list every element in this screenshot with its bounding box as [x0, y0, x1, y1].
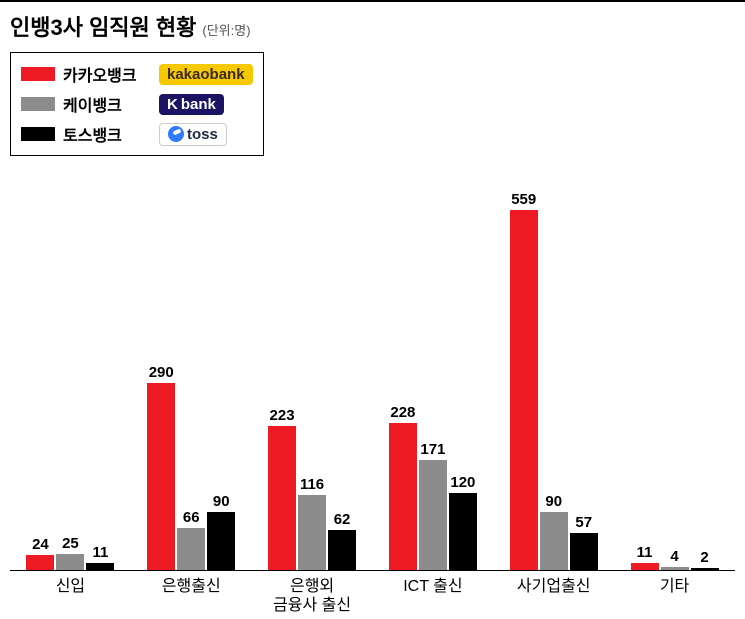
- bar: [661, 567, 689, 570]
- bar-value-label: 25: [62, 535, 79, 552]
- bar-value-label: 228: [390, 404, 415, 421]
- legend-row: 토스뱅크 toss: [21, 119, 253, 149]
- legend-label: 토스뱅크: [63, 122, 151, 146]
- bar-value-label: 11: [92, 544, 108, 561]
- bar-wrap: 116: [298, 476, 326, 570]
- x-axis-labels: 신입은행출신은행외 금융사 출신ICT 출신사기업출신기타: [10, 573, 735, 619]
- legend-row: 케이뱅크 Kbank: [21, 89, 253, 119]
- bar-value-label: 116: [300, 476, 324, 493]
- bar-wrap: 559: [510, 191, 538, 570]
- bar-group: 228 171 120: [372, 404, 493, 570]
- legend-row: 카카오뱅크 kakaobank: [21, 59, 253, 89]
- bar-wrap: 290: [147, 364, 175, 570]
- x-axis-label: 은행출신: [131, 573, 252, 619]
- legend-swatch: [21, 97, 55, 111]
- legend-swatch: [21, 127, 55, 141]
- bar-value-label: 11: [637, 544, 653, 561]
- bar: [298, 495, 326, 570]
- chart-title: 인뱅3사 임직원 현황: [10, 10, 196, 42]
- bar-wrap: 11: [631, 544, 659, 570]
- bar-wrap: 228: [389, 404, 417, 570]
- bar-wrap: 57: [570, 514, 598, 570]
- bar: [419, 460, 447, 570]
- legend-swatch: [21, 67, 55, 81]
- bar: [177, 528, 205, 571]
- bar-wrap: 24: [26, 536, 54, 570]
- bar-wrap: 4: [661, 548, 689, 570]
- bar-value-label: 559: [511, 191, 536, 208]
- chart-unit: (단위:명): [202, 20, 250, 39]
- bar-group: 559 90 57: [493, 191, 614, 570]
- bar-value-label: 24: [32, 536, 49, 553]
- bar: [570, 533, 598, 570]
- bar-wrap: 11: [86, 544, 114, 570]
- x-axis-label: 기타: [614, 573, 735, 619]
- legend-logo-badge: toss: [159, 123, 227, 146]
- bar-value-label: 2: [700, 549, 708, 566]
- bar: [147, 383, 175, 570]
- bar-wrap: 90: [540, 493, 568, 570]
- bar-value-label: 90: [545, 493, 562, 510]
- x-axis-label: ICT 출신: [372, 573, 493, 619]
- legend: 카카오뱅크 kakaobank 케이뱅크 Kbank 토스뱅크 toss: [10, 52, 264, 156]
- title-row: 인뱅3사 임직원 현황 (단위:명): [0, 2, 745, 48]
- bar-value-label: 4: [670, 548, 678, 565]
- bar-wrap: 223: [268, 407, 296, 570]
- bar-value-label: 66: [183, 509, 200, 526]
- bar: [268, 426, 296, 570]
- bar-wrap: 90: [207, 493, 235, 570]
- bar-value-label: 171: [420, 441, 445, 458]
- bar: [207, 512, 235, 570]
- x-axis-label: 신입: [10, 573, 131, 619]
- bar-group: 223 116 62: [252, 407, 373, 570]
- bar-wrap: 120: [449, 474, 477, 570]
- bar: [26, 555, 54, 570]
- bar-groups: 24 25 11 290 66 90 223 116 62 228 171 120 559 90 57 11 4…: [10, 182, 735, 570]
- bar: [86, 563, 114, 570]
- bar: [691, 568, 719, 570]
- legend-logo-badge: kakaobank: [159, 64, 253, 85]
- bar-wrap: 171: [419, 441, 447, 570]
- chart-plot-area: 24 25 11 290 66 90 223 116 62 228 171 120 559 90 57 11 4…: [10, 182, 735, 571]
- legend-label: 카카오뱅크: [63, 62, 151, 86]
- bar: [449, 493, 477, 570]
- bar-group: 24 25 11: [10, 535, 131, 570]
- bar: [510, 210, 538, 570]
- bar-wrap: 25: [56, 535, 84, 570]
- bar: [389, 423, 417, 570]
- bar: [540, 512, 568, 570]
- bar-value-label: 57: [575, 514, 592, 531]
- x-axis-label: 은행외 금융사 출신: [252, 573, 373, 619]
- legend-label: 케이뱅크: [63, 92, 151, 116]
- bar-group: 11 4 2: [614, 544, 735, 570]
- bar: [328, 530, 356, 570]
- bar-value-label: 120: [450, 474, 475, 491]
- bar-value-label: 223: [270, 407, 295, 424]
- bar-wrap: 62: [328, 511, 356, 570]
- bar-value-label: 90: [213, 493, 230, 510]
- legend-logo-badge: Kbank: [159, 94, 224, 115]
- bar-wrap: 66: [177, 509, 205, 571]
- bar-group: 290 66 90: [131, 364, 252, 570]
- bar-value-label: 290: [149, 364, 174, 381]
- bar-value-label: 62: [334, 511, 351, 528]
- x-axis-label: 사기업출신: [493, 573, 614, 619]
- bar-wrap: 2: [691, 549, 719, 570]
- toss-logo-icon: [168, 126, 184, 142]
- bar: [56, 554, 84, 570]
- bar: [631, 563, 659, 570]
